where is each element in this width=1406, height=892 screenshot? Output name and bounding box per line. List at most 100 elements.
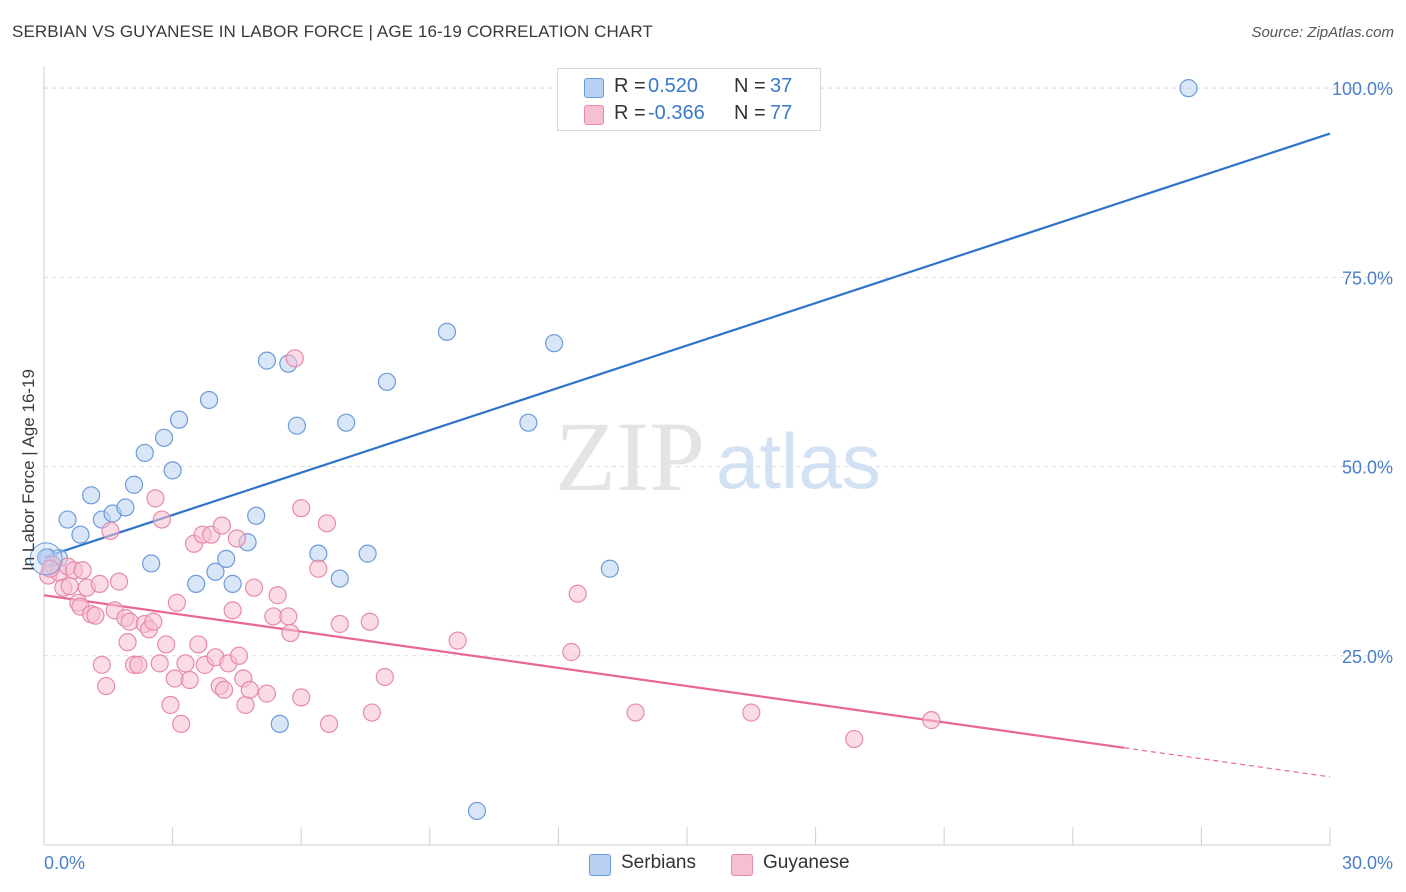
legend-n-label: N =	[734, 102, 766, 124]
point-serbians	[58, 510, 77, 529]
point-guyanese	[167, 593, 186, 612]
point-serbians	[206, 562, 225, 581]
point-guyanese	[244, 578, 264, 597]
point-guyanese	[86, 606, 105, 625]
point-guyanese	[92, 655, 111, 674]
point-serbians	[116, 498, 135, 517]
point-serbians	[467, 801, 487, 821]
point-guyanese	[279, 607, 298, 626]
y-axis-label: In Labor Force | Age 16-19	[19, 369, 38, 571]
point-guyanese	[109, 572, 129, 591]
legend: R = 0.520 N = 37 R = -0.366 N = 77	[557, 68, 821, 131]
point-serbians	[199, 390, 219, 410]
point-serbians	[163, 461, 182, 480]
watermark: ZIP atlas	[555, 401, 881, 512]
bottom-legend-swatch-serbians	[589, 854, 611, 876]
point-guyanese	[229, 646, 249, 665]
legend-r-value: 0.520	[648, 75, 699, 97]
source-label: Source: ZipAtlas.com	[1251, 24, 1394, 41]
point-guyanese	[129, 655, 148, 674]
point-serbians	[135, 443, 154, 463]
point-guyanese	[176, 654, 195, 673]
point-serbians	[600, 559, 619, 578]
point-guyanese	[562, 642, 581, 662]
point-serbians	[142, 554, 161, 573]
point-guyanese	[97, 676, 116, 696]
axes	[43, 66, 1331, 846]
y-tick-label: 100.0%	[1332, 79, 1393, 99]
point-guyanese	[120, 612, 139, 631]
point-serbians	[124, 475, 144, 494]
point-guyanese	[292, 499, 311, 518]
point-serbians	[519, 413, 538, 432]
point-guyanese	[161, 695, 180, 715]
point-guyanese	[73, 561, 92, 580]
point-guyanese	[317, 514, 337, 533]
grid-lines	[44, 87, 1394, 657]
trend-lines	[43, 132, 1331, 778]
tick-labels: 25.0% 50.0% 75.0% 100.0% 0.0% 30.0%	[44, 79, 1393, 873]
point-serbians	[257, 351, 277, 370]
legend-n-value: 37	[770, 75, 793, 97]
point-guyanese	[60, 577, 79, 596]
point-guyanese	[281, 623, 300, 643]
point-serbians	[545, 334, 564, 353]
legend-n-value: 77	[770, 102, 793, 124]
y-tick-label: 75.0%	[1342, 268, 1393, 288]
point-serbians	[309, 544, 328, 563]
point-serbians	[169, 410, 189, 429]
point-serbians	[154, 428, 174, 447]
y-tick-label: 50.0%	[1342, 458, 1393, 478]
point-guyanese	[362, 703, 382, 722]
point-guyanese	[360, 612, 379, 631]
legend-swatch-serbians	[584, 78, 604, 98]
watermark-zip: ZIP	[555, 401, 705, 512]
point-guyanese	[568, 584, 587, 603]
chart-title: SERBIAN VS GUYANESE IN LABOR FORCE | AGE…	[12, 22, 653, 41]
legend-r-label: R =	[614, 75, 646, 97]
point-guyanese	[626, 703, 645, 722]
point-guyanese	[319, 714, 339, 734]
watermark-atlas: atlas	[716, 417, 881, 505]
point-guyanese	[180, 670, 199, 690]
point-guyanese	[236, 695, 255, 715]
point-guyanese	[268, 586, 287, 605]
point-guyanese	[922, 711, 941, 730]
point-serbians	[287, 416, 307, 435]
point-serbians	[358, 544, 377, 563]
y-tick-label: 25.0%	[1342, 647, 1393, 667]
point-guyanese	[212, 516, 231, 535]
point-guyanese	[845, 729, 864, 749]
x-tick-label: 30.0%	[1342, 853, 1393, 873]
point-guyanese	[189, 635, 208, 654]
point-guyanese	[292, 688, 311, 707]
point-serbians	[437, 322, 457, 341]
trend-line-guyanese	[43, 594, 1125, 749]
point-serbians	[187, 574, 206, 593]
x-tick-label: 0.0%	[44, 853, 85, 873]
point-guyanese	[172, 714, 191, 734]
point-guyanese	[227, 529, 246, 548]
data-points	[29, 79, 1198, 821]
point-guyanese	[157, 635, 176, 654]
point-guyanese	[330, 614, 349, 634]
bottom-legend-swatch-guyanese	[731, 854, 753, 876]
trend-line-serbians	[43, 132, 1331, 559]
point-guyanese	[309, 559, 328, 578]
point-serbians	[71, 525, 90, 544]
legend-n-label: N =	[734, 75, 766, 97]
point-serbians	[337, 413, 356, 432]
point-serbians	[223, 574, 242, 593]
legend-swatch-guyanese	[584, 105, 604, 125]
legend-r-label: R =	[614, 102, 646, 124]
point-guyanese	[223, 601, 242, 620]
point-serbians	[330, 569, 349, 588]
point-serbians	[217, 549, 236, 569]
point-guyanese	[375, 667, 394, 687]
point-guyanese	[144, 612, 163, 631]
point-serbians	[377, 372, 397, 391]
point-guyanese	[214, 680, 234, 699]
point-guyanese	[101, 521, 120, 541]
point-guyanese	[118, 633, 137, 652]
